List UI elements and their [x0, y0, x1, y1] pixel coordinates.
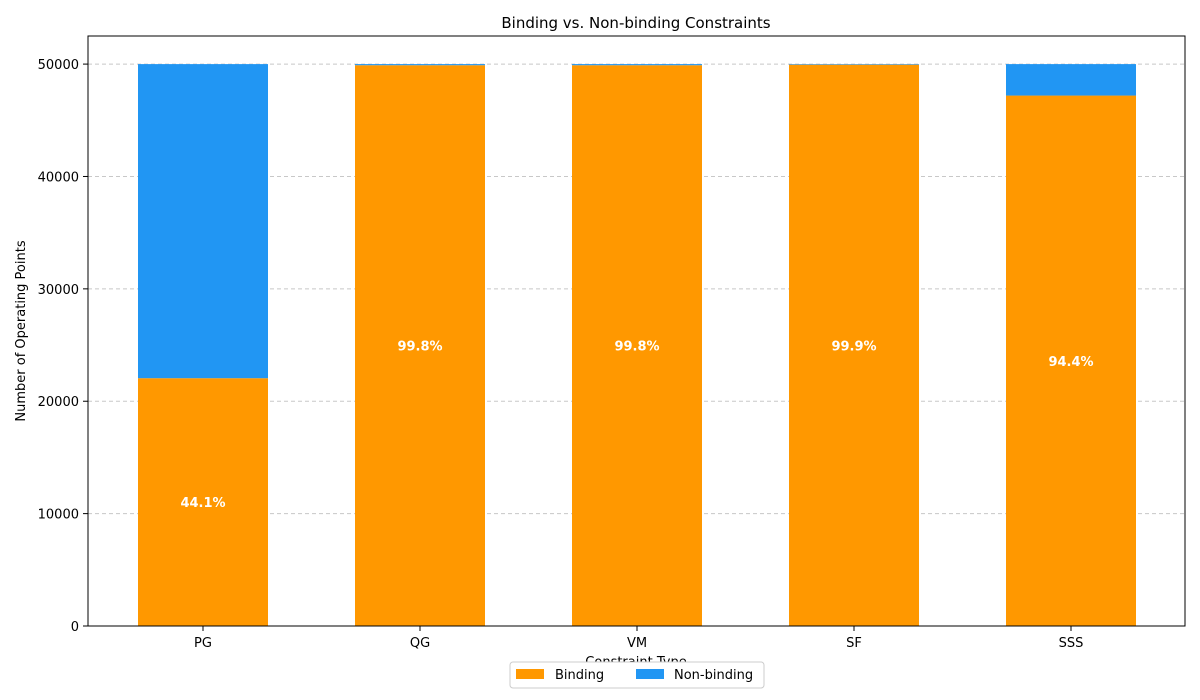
bar-non-binding-sf [789, 64, 919, 65]
bar-binding-sf [789, 64, 919, 626]
data-label-pg: 44.1% [180, 496, 225, 511]
bar-non-binding-qg [355, 64, 485, 66]
y-tick-label: 30000 [38, 283, 79, 298]
y-tick-label: 10000 [38, 508, 79, 523]
x-tick-label: SF [846, 636, 862, 651]
data-label-sss: 94.4% [1048, 355, 1093, 370]
data-label-sf: 99.9% [831, 339, 876, 354]
legend-swatch-non-binding [636, 669, 664, 679]
data-label-vm: 99.8% [614, 340, 659, 355]
bar-non-binding-pg [138, 64, 268, 379]
x-tick-label: SSS [1059, 636, 1084, 651]
chart-title: Binding vs. Non-binding Constraints [501, 14, 770, 32]
y-tick-label: 40000 [38, 170, 79, 185]
legend-label-non-binding: Non-binding [674, 668, 753, 683]
bar-non-binding-sss [1006, 64, 1136, 96]
data-labels: 44.1% 99.8% 99.8% 99.9% 94.4% [180, 339, 1093, 511]
data-label-qg: 99.8% [397, 340, 442, 355]
x-axis-ticks: PG QG VM SF SSS [194, 626, 1083, 651]
y-axis-ticks: 0 10000 20000 30000 40000 50000 [38, 58, 88, 635]
y-tick-label: 0 [71, 620, 79, 635]
legend-swatch-binding [516, 669, 544, 679]
bars [138, 64, 1136, 627]
bar-binding-pg [138, 378, 268, 626]
legend: Binding Non-binding [509, 661, 765, 689]
bar-binding-sss [1006, 95, 1136, 627]
bar-non-binding-vm [572, 64, 702, 66]
bar-binding-qg [355, 65, 485, 626]
bar-binding-vm [572, 65, 702, 626]
x-tick-label: QG [410, 636, 430, 651]
x-tick-label: PG [194, 636, 212, 651]
legend-label-binding: Binding [555, 668, 604, 683]
y-tick-label: 20000 [38, 395, 79, 410]
y-axis-label: Number of Operating Points [14, 240, 29, 421]
y-tick-label: 50000 [38, 58, 79, 73]
x-tick-label: VM [627, 636, 647, 651]
